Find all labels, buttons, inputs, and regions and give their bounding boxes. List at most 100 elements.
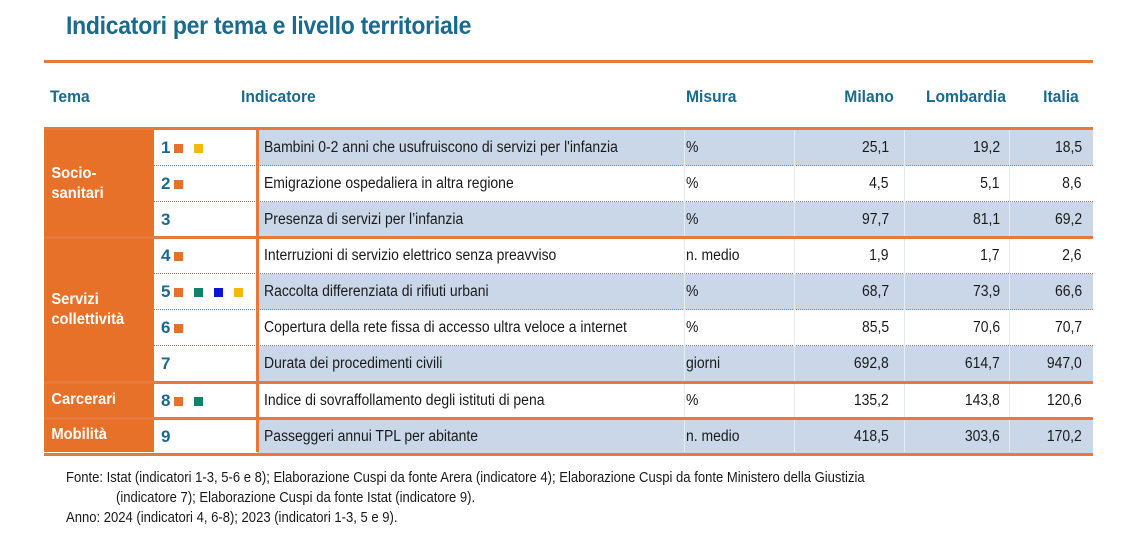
misura-value: % <box>686 392 699 409</box>
table-row: 3 Presenza di servizi per l’infanzia% 97,7… <box>44 202 1093 239</box>
indicator-number: 2 <box>161 174 184 194</box>
indicator-number: 7 <box>161 354 171 373</box>
header-misura: Misura <box>686 87 737 106</box>
indicator-number: 6 <box>161 318 184 338</box>
group-divider <box>44 453 1093 456</box>
table-row: 7 Durata dei procedimenti civili giorni 692… <box>44 346 1093 384</box>
row-divider <box>154 309 1093 310</box>
page-title: Indicatori per tema e livello territoria… <box>66 12 472 40</box>
italia-value: 120,6 <box>1047 392 1082 409</box>
indicator-number: 1 <box>161 138 204 158</box>
row-band <box>257 419 1093 455</box>
orange-square-icon <box>174 323 184 333</box>
misura-value: % <box>686 139 699 156</box>
misura-value: giorni <box>686 355 721 372</box>
green-square-icon <box>194 287 204 297</box>
row-band <box>257 202 1093 238</box>
column-divider <box>904 130 905 452</box>
milano-value: 85,5 <box>861 319 889 336</box>
theme-servizi-collettivita: Servizi collettività <box>44 238 154 382</box>
indicator-name: Passeggeri annui TPL per abitante <box>264 428 479 445</box>
yellow-square-icon <box>234 287 244 297</box>
milano-value: 68,7 <box>861 283 889 300</box>
theme-socio-sanitari: Socio-sanitari <box>44 130 154 237</box>
row-divider <box>154 345 1093 346</box>
lombardia-value: 1,7 <box>980 247 1000 264</box>
lombardia-value: 143,8 <box>965 392 1000 409</box>
table-top-rule <box>44 127 1093 130</box>
milano-value: 135,2 <box>854 392 889 409</box>
top-rule-divider <box>44 60 1093 63</box>
orange-square-icon <box>174 396 184 406</box>
header-lombardia: Lombardia <box>926 87 1006 106</box>
theme-mobilita: Mobilità <box>44 418 154 452</box>
indicator-name: Bambini 0-2 anni che usufruiscono di ser… <box>264 139 618 156</box>
milano-value: 1,9 <box>869 247 889 264</box>
header-italia: Italia <box>1043 87 1079 106</box>
misura-value: n. medio <box>686 428 740 445</box>
row-divider <box>154 165 1093 166</box>
header-milano: Milano <box>844 87 894 106</box>
table-row: 8 Indice di sovraffollamento degli istitu… <box>44 383 1093 420</box>
italia-value: 2,6 <box>1062 247 1082 264</box>
orange-square-icon <box>174 287 184 297</box>
misura-value: % <box>686 211 699 228</box>
footer-fonte-line2: (indicatore 7); Elaborazione Cuspi da fo… <box>116 490 476 506</box>
table-row: 2 Emigrazione ospedaliera in altra region… <box>44 166 1093 202</box>
lombardia-value: 19,2 <box>972 139 1000 156</box>
footer-fonte-line1: Fonte: Istat (indicatori 1-3, 5-6 e 8); … <box>66 470 865 486</box>
indicator-number: 3 <box>161 210 171 229</box>
misura-value: % <box>686 319 699 336</box>
misura-value: % <box>686 175 699 192</box>
table-row: 1 Bambini 0-2 anni che usufruiscono di se… <box>44 130 1093 166</box>
yellow-square-icon <box>194 143 204 153</box>
indicator-name: Copertura della rete fissa di accesso ul… <box>264 319 627 336</box>
group-divider <box>44 381 1093 384</box>
italia-value: 69,2 <box>1054 211 1082 228</box>
indicators-table: Socio-sanitari Servizi collettività Carc… <box>44 127 1093 456</box>
misura-value: n. medio <box>686 247 740 264</box>
header-tema: Tema <box>50 87 90 106</box>
orange-square-icon <box>174 179 184 189</box>
theme-carcerari: Carcerari <box>44 383 154 417</box>
misura-value: % <box>686 283 699 300</box>
milano-value: 97,7 <box>861 211 889 228</box>
indicator-name: Durata dei procedimenti civili <box>264 355 443 372</box>
group-divider <box>44 417 1093 420</box>
header-indicatore: Indicatore <box>241 87 316 106</box>
indicator-name: Interruzioni di servizio elettrico senza… <box>264 247 557 264</box>
indicator-number: 4 <box>161 246 184 266</box>
indicator-name: Emigrazione ospedaliera in altra regione <box>264 175 514 192</box>
orange-square-icon <box>174 251 184 261</box>
row-divider <box>154 273 1093 274</box>
lombardia-value: 614,7 <box>965 355 1000 372</box>
row-divider <box>154 201 1093 202</box>
italia-value: 18,5 <box>1054 139 1082 156</box>
row-band <box>257 346 1093 383</box>
lombardia-value: 81,1 <box>972 211 1000 228</box>
blue-square-icon <box>214 287 224 297</box>
column-divider <box>794 130 795 452</box>
row-band <box>257 274 1093 310</box>
group-divider <box>44 236 1093 239</box>
lombardia-value: 303,6 <box>965 428 1000 445</box>
indicator-number: 9 <box>161 427 171 446</box>
table-row: 6 Copertura della rete fissa di accesso u… <box>44 310 1093 346</box>
table-row: 5 Raccolta differenziata di rifiuti urban… <box>44 274 1093 310</box>
milano-value: 4,5 <box>869 175 889 192</box>
italia-value: 66,6 <box>1054 283 1082 300</box>
column-divider <box>684 130 685 452</box>
italia-value: 70,7 <box>1054 319 1082 336</box>
orange-square-icon <box>174 143 184 153</box>
milano-value: 25,1 <box>861 139 889 156</box>
row-band <box>257 130 1093 166</box>
indicator-name: Presenza di servizi per l’infanzia <box>264 211 464 228</box>
indicator-number: 5 <box>161 282 244 302</box>
table-row: 9 Passeggeri annui TPL per abitante n. med… <box>44 419 1093 456</box>
column-divider <box>1009 130 1010 452</box>
indicator-name: Raccolta differenziata di rifiuti urbani <box>264 283 489 300</box>
italia-value: 947,0 <box>1047 355 1082 372</box>
footer-anno: Anno: 2024 (indicatori 4, 6-8); 2023 (in… <box>66 510 398 526</box>
lombardia-value: 5,1 <box>980 175 1000 192</box>
green-square-icon <box>194 396 204 406</box>
